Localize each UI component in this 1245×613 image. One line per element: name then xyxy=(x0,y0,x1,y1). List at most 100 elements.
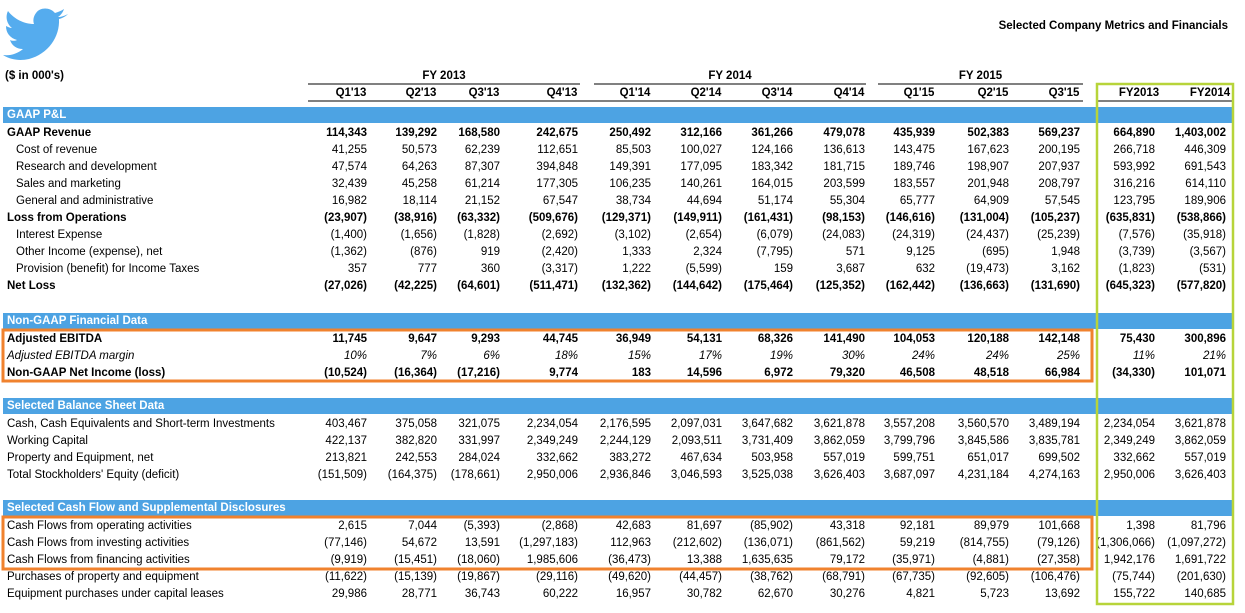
cell: 79,320 xyxy=(830,367,865,379)
row-label: Provision (benefit) for Income Taxes xyxy=(16,263,199,275)
cell: 164,015 xyxy=(751,178,793,190)
cell: (38,916) xyxy=(394,212,437,224)
cell: (212,602) xyxy=(673,537,722,549)
cell: 2,950,006 xyxy=(1104,469,1155,481)
section-band xyxy=(3,398,1233,414)
cell: 569,237 xyxy=(1038,127,1080,139)
cell: (75,744) xyxy=(1112,571,1155,583)
row-label: Non-GAAP Net Income (loss) xyxy=(7,367,165,379)
cell: 57,545 xyxy=(1045,195,1080,207)
cell: 208,797 xyxy=(1038,178,1080,190)
cell: 16,982 xyxy=(332,195,367,207)
column-header: Q4'13 xyxy=(547,87,578,99)
cell: 699,502 xyxy=(1038,452,1080,464)
cell: (3,567) xyxy=(1190,246,1227,258)
cell: 3,687,097 xyxy=(884,469,935,481)
column-header: Q2'14 xyxy=(691,87,722,99)
cell: 101,071 xyxy=(1184,367,1226,379)
row-label: Purchases of property and equipment xyxy=(7,571,200,583)
cell: 68,326 xyxy=(758,333,793,345)
cell: 13,388 xyxy=(687,554,722,566)
cell: 79,172 xyxy=(830,554,865,566)
cell: 44,745 xyxy=(543,333,579,345)
row-label: GAAP Revenue xyxy=(7,127,91,139)
highlight-box xyxy=(1,515,1094,571)
cell: 1,985,606 xyxy=(527,554,578,566)
cell: (136,071) xyxy=(744,537,793,549)
cell: 614,110 xyxy=(1185,178,1226,190)
cell: 6,972 xyxy=(764,367,793,379)
cell: 3,862,059 xyxy=(1175,435,1226,447)
cell: 62,239 xyxy=(465,144,500,156)
cell: 3,560,570 xyxy=(958,418,1009,430)
cell: (19,867) xyxy=(457,571,500,583)
row-label: Cost of revenue xyxy=(16,144,97,156)
cell: (77,146) xyxy=(324,537,367,549)
column-header: Q4'14 xyxy=(834,87,865,99)
cell: 177,095 xyxy=(680,161,722,173)
cell: 114,343 xyxy=(326,127,367,139)
cell: 3,626,403 xyxy=(1175,469,1226,481)
cell: 51,174 xyxy=(758,195,794,207)
cell: 54,131 xyxy=(687,333,723,345)
cell: 2,234,054 xyxy=(1104,418,1156,430)
cell: 321,075 xyxy=(458,418,500,430)
cell: 3,647,682 xyxy=(742,418,793,430)
cell: 446,309 xyxy=(1184,144,1226,156)
row-label: Cash Flows from operating activities xyxy=(7,520,192,532)
group-header: FY 2015 xyxy=(959,70,1003,82)
page-title: Selected Company Metrics and Financials xyxy=(999,20,1228,32)
cell: 632 xyxy=(916,263,935,275)
cell: 5,723 xyxy=(980,588,1009,600)
cell: (67,735) xyxy=(892,571,935,583)
cell: (24,083) xyxy=(822,229,865,241)
cell: (861,562) xyxy=(816,537,865,549)
cell: (49,620) xyxy=(608,571,651,583)
cell: 183,557 xyxy=(893,178,935,190)
row-label: Adjusted EBITDA xyxy=(7,333,102,345)
cell: 25% xyxy=(1056,350,1080,362)
cell: 44,694 xyxy=(687,195,723,207)
cell: 46,508 xyxy=(900,367,936,379)
cell: (125,352) xyxy=(816,280,865,292)
section-title: Selected Balance Sheet Data xyxy=(7,400,165,412)
cell: 435,939 xyxy=(893,127,935,139)
cell: 284,024 xyxy=(458,452,500,464)
cell: 67,547 xyxy=(543,195,578,207)
cell: (34,330) xyxy=(1112,367,1155,379)
cell: 1,635,635 xyxy=(742,554,793,566)
column-header: Q1'13 xyxy=(336,87,367,99)
cell: (98,153) xyxy=(822,212,865,224)
cell: 2,093,511 xyxy=(672,435,722,447)
cell: 189,906 xyxy=(1184,195,1226,207)
cell: 3,845,586 xyxy=(958,435,1009,447)
cell: 18,114 xyxy=(403,195,438,207)
cell: 21% xyxy=(1202,350,1226,362)
cell: 85,503 xyxy=(616,144,651,156)
section-title: Selected Cash Flow and Supplemental Disc… xyxy=(7,502,286,514)
cell: 120,188 xyxy=(967,333,1009,345)
cell: (2,420) xyxy=(542,246,579,258)
cell: 467,634 xyxy=(680,452,722,464)
cell: (68,791) xyxy=(822,571,865,583)
cell: (175,464) xyxy=(744,280,793,292)
row-label: Net Loss xyxy=(7,280,56,292)
cell: 167,623 xyxy=(967,144,1009,156)
cell: 394,848 xyxy=(536,161,578,173)
cell: 200,195 xyxy=(1038,144,1080,156)
cell: (27,026) xyxy=(324,280,367,292)
cell: 9,774 xyxy=(549,367,578,379)
cell: 36,743 xyxy=(465,588,500,600)
cell: (7,795) xyxy=(757,246,794,258)
cell: 3,557,208 xyxy=(884,418,935,430)
cell: 242,553 xyxy=(395,452,437,464)
column-header: Q3'15 xyxy=(1049,87,1080,99)
cell: (161,431) xyxy=(744,212,793,224)
cell: 140,261 xyxy=(680,178,722,190)
cell: 3,046,593 xyxy=(671,469,722,481)
cell: 571 xyxy=(846,246,865,258)
cell: 502,383 xyxy=(967,127,1009,139)
cell: 383,272 xyxy=(609,452,651,464)
cell: (27,358) xyxy=(1037,554,1080,566)
